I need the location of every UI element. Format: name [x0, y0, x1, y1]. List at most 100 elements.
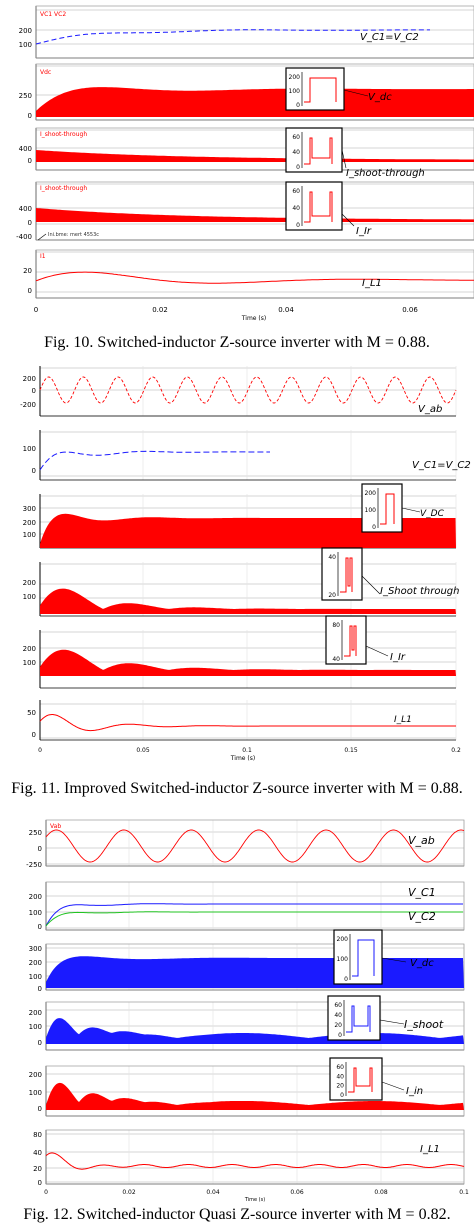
panel-label: V_C1=V_C2	[412, 460, 471, 471]
inset-tick-label: 20	[334, 1022, 342, 1029]
series-ishoot	[46, 1018, 464, 1044]
series-ishoot	[36, 150, 474, 162]
y-tick-label: 400	[19, 205, 32, 213]
figure-12-chart: 2500-250VabV_ab2001000V_C1V_C23002001000…	[26, 819, 469, 1202]
panel-label: I_Ir	[390, 652, 406, 663]
callout-line	[341, 213, 355, 227]
panel-label: I_Ir	[356, 226, 372, 237]
inset-tick-label: 0	[338, 1032, 342, 1039]
inset-tick-label: 0	[296, 102, 300, 109]
x-tick-label: 0	[34, 306, 38, 314]
panel-label: V_ab	[418, 404, 442, 415]
inset-tick-label: 60	[292, 134, 300, 141]
panel-4: 200 100	[23, 630, 457, 689]
panel-tag: I_shoot-through	[40, 131, 87, 138]
y-tick-label: 200	[29, 1009, 42, 1017]
panel-note: Ini.bme: mert 4553c	[48, 232, 99, 238]
y-tick-label: 0	[38, 923, 42, 931]
panel-tag: Vdc	[40, 69, 51, 76]
panel-5: 80 40 20 0	[33, 1129, 465, 1187]
panel-border	[35, 5, 474, 59]
series-vab	[39, 376, 457, 404]
panel-label: I_Shoot through	[380, 586, 459, 597]
series-il1	[39, 714, 456, 732]
inset-waveform	[340, 557, 353, 593]
panel-tag: I_shoot-through	[40, 185, 87, 192]
panel-label: I_shoot-through	[346, 168, 425, 179]
y-tick-label: 200	[19, 27, 32, 35]
y-tick-label: 80	[33, 1131, 42, 1139]
panel-border	[45, 1065, 465, 1117]
y-tick-label: 200	[23, 519, 36, 527]
panel-3: 200 100	[23, 562, 457, 617]
inset: 60 40 0	[285, 181, 343, 231]
y-tick-label: -200	[20, 401, 36, 409]
y-tick-label: 200	[23, 579, 36, 587]
note-arrow	[37, 233, 47, 241]
inset-waveform	[348, 1067, 373, 1093]
panel-border	[45, 1129, 465, 1185]
y-tick-label: 100	[23, 593, 36, 601]
y-tick-label: 400	[19, 145, 32, 153]
inset-waveform	[380, 493, 395, 525]
series-vc1	[45, 903, 463, 927]
y-tick-label: 100	[29, 973, 42, 981]
callout-line	[381, 1081, 405, 1091]
panel-border	[45, 1001, 465, 1051]
y-tick-label: 0	[28, 112, 32, 120]
x-tick-label: 0.1	[459, 1189, 469, 1196]
panel-label: I_shoot	[404, 1018, 444, 1031]
y-tick-label: 0	[38, 845, 42, 853]
panel-border	[45, 819, 465, 867]
inset: 40 20	[321, 547, 363, 601]
series-iir	[36, 208, 474, 222]
figure-11: 200 0 -200 V_ab 100 0 V_C1=V_C2 300 200 100 200 100…	[0, 362, 474, 812]
y-tick-label: 0	[38, 985, 42, 993]
inset-waveform	[346, 1005, 371, 1033]
panel-1: 100 0	[23, 430, 457, 481]
y-tick-label: 200	[29, 959, 42, 967]
panel-4: 20 0	[23, 249, 474, 299]
panel-tag: I1	[40, 253, 46, 260]
x-tick-label: 0.04	[278, 306, 294, 314]
inset-tick-label: 100	[289, 88, 301, 95]
panel-label: V_ab	[408, 834, 435, 847]
panel-tag: Vab	[50, 823, 61, 830]
y-tick-label: 300	[23, 505, 36, 513]
figure-12-caption: Fig. 12. Switched-inductor Quasi Z-sourc…	[23, 1206, 451, 1223]
callout-line	[379, 1019, 405, 1025]
panel-label: I_L1	[420, 1144, 440, 1155]
inset-border	[285, 181, 343, 231]
inset-border	[321, 547, 363, 601]
series-vc2	[45, 911, 463, 927]
x-tick-label: 0.05	[136, 747, 150, 754]
x-tick-label: 0.02	[152, 306, 168, 314]
series-iin	[46, 1082, 464, 1110]
y-tick-label: 0	[38, 1039, 42, 1047]
inset-tick-label: 40	[328, 554, 336, 561]
x-tick-label: 0.06	[402, 306, 418, 314]
x-tick-label: 0.06	[290, 1189, 304, 1196]
figure-10-caption: Fig. 10. Switched-inductor Z-source inve…	[44, 334, 430, 351]
figure-11-caption: Fig. 11. Improved Switched-inductor Z-so…	[11, 780, 463, 797]
inset-tick-label: 200	[337, 936, 349, 943]
y-tick-label: 100	[19, 41, 32, 49]
x-tick-label: 0.04	[206, 1189, 220, 1196]
y-tick-label: 100	[23, 659, 36, 667]
callout-line	[361, 575, 381, 595]
callout-line	[401, 507, 421, 513]
y-tick-label: 200	[23, 645, 36, 653]
x-tick-label: 0.15	[344, 747, 358, 754]
inset-tick-label: 0	[344, 976, 348, 983]
inset-tick-label: 100	[337, 956, 349, 963]
panel-label: V_DC	[420, 509, 445, 519]
inset-tick-label: 0	[296, 164, 300, 171]
y-tick-label: 200	[29, 1071, 42, 1079]
y-tick-label: 250	[19, 92, 32, 100]
inset-waveform	[352, 939, 375, 977]
inset: 60 40 0	[285, 127, 343, 173]
x-axis-label: Time (s)	[244, 1197, 265, 1202]
series-vdc	[36, 87, 474, 117]
inset: 200 100 0	[285, 67, 345, 111]
